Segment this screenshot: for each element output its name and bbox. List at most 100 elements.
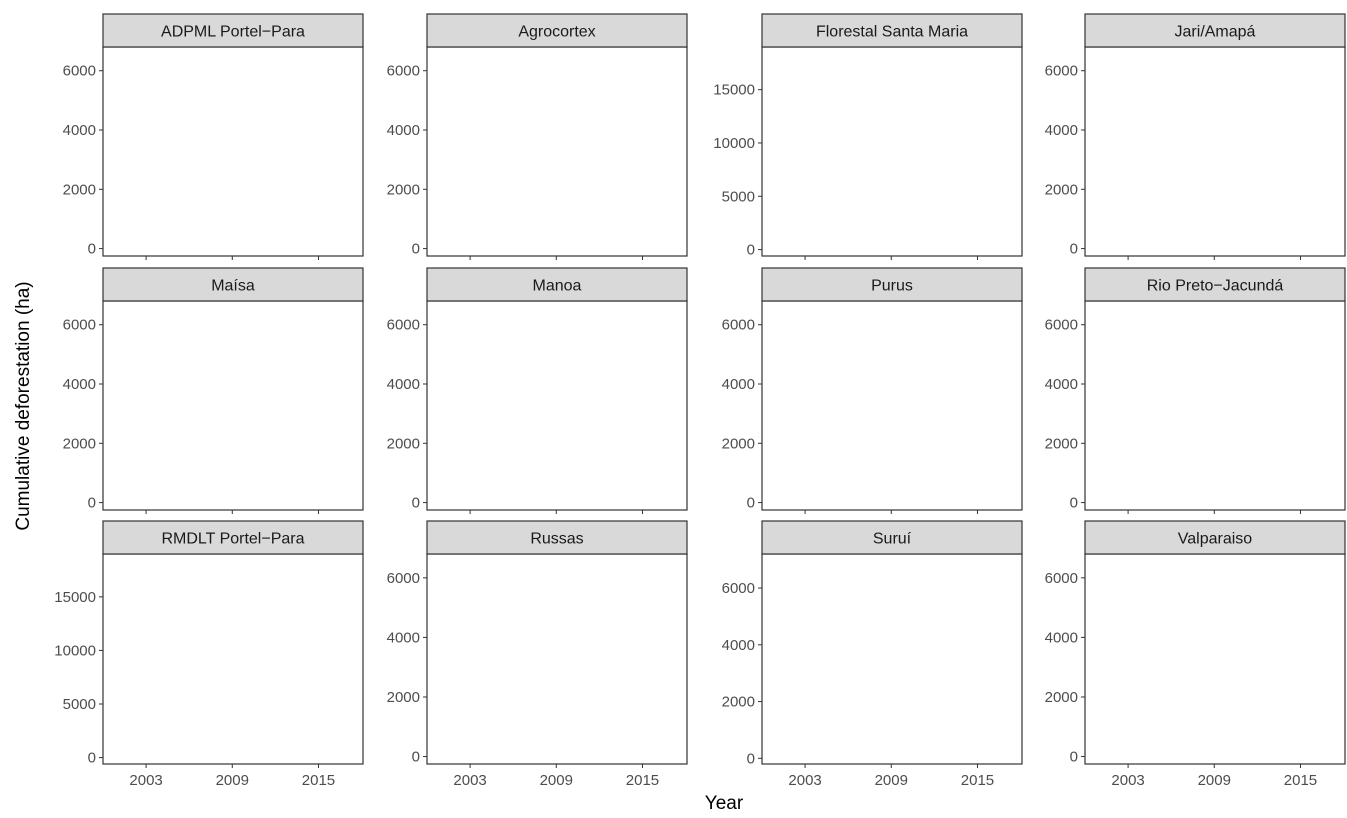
facet-panel: Rio Preto−Jacundá 0 2000 4000 6000 [1045,267,1346,514]
facet-strip [1084,267,1346,302]
facet-title: Suruí [873,531,912,548]
panel-border [102,553,364,765]
x-tick-label: 2009 [216,772,249,789]
y-tick-label: 0 [747,242,755,259]
y-tick-label: 0 [1070,749,1078,766]
y-tick-label: 2000 [63,435,96,452]
y-tick-label: 2000 [722,435,755,452]
y-tick-label: 2000 [387,435,420,452]
panel-border [426,300,688,511]
x-tick-label: 2009 [540,772,573,789]
y-tick-label: 5000 [63,696,96,713]
facet-strip [102,267,364,302]
facet-panel: RMDLT Portel−Para 0 5000 10000 15000 2003 2009… [54,520,364,789]
y-tick-label: 6000 [1045,63,1078,80]
y-tick-label: 6000 [63,63,96,80]
panel-border [761,553,1023,765]
facet-title: Valparaiso [1178,531,1253,548]
facet-strip [1084,13,1346,48]
y-tick-label: 0 [1070,241,1078,258]
facet-strip [102,13,364,48]
facet-title: RMDLT Portel−Para [161,531,304,548]
y-tick-label: 0 [412,749,420,766]
facet-panel: Suruí 0 2000 4000 6000 2003 2009 2015 [722,520,1023,789]
panel-border [426,553,688,765]
y-tick-label: 4000 [1045,629,1078,646]
y-axis-title: Cumulative deforestation (ha) [13,281,34,530]
facet-strip [426,267,688,302]
facet-strip [761,13,1023,48]
y-tick-label: 0 [412,495,420,512]
facet-title: Florestal Santa Maria [816,24,968,41]
y-tick-label: 2000 [387,689,420,706]
x-axis-title: Year [705,793,744,813]
x-tick-label: 2015 [302,772,335,789]
facet-strip [426,520,688,555]
facet-title: Maísa [211,278,255,295]
y-tick-label: 15000 [54,589,96,606]
x-tick-label: 2003 [453,772,486,789]
panel-border [102,300,364,511]
y-tick-label: 0 [88,750,96,767]
facet-strip [1084,520,1346,555]
x-tick-label: 2003 [129,772,162,789]
facet-strip [426,13,688,48]
y-tick-label: 15000 [713,82,755,99]
y-tick-label: 10000 [54,642,96,659]
facet-panel: Valparaiso 0 2000 4000 6000 2003 2009 2015 [1045,520,1346,789]
facet-title: Rio Preto−Jacundá [1147,278,1284,295]
y-tick-label: 6000 [63,317,96,334]
facet-title: Russas [530,531,583,548]
facet-title: Jari/Amapá [1175,24,1256,41]
facet-panel: Jari/Amapá 0 2000 4000 6000 [1045,13,1346,260]
y-tick-label: 6000 [387,63,420,80]
y-tick-label: 4000 [63,122,96,139]
y-tick-label: 6000 [1045,570,1078,587]
y-tick-label: 2000 [63,181,96,198]
y-tick-label: 4000 [722,376,755,393]
facet-panel: Maísa 0 2000 4000 6000 [63,267,364,514]
panel-border [1084,46,1346,257]
y-tick-label: 0 [412,241,420,258]
facet-title: Agrocortex [518,24,595,41]
panel-border [1084,553,1346,765]
panel-border [426,46,688,257]
y-tick-label: 5000 [722,188,755,205]
facet-title: Purus [871,278,913,295]
y-tick-label: 6000 [722,580,755,597]
y-tick-label: 4000 [387,122,420,139]
y-tick-label: 4000 [63,376,96,393]
y-tick-label: 10000 [713,135,755,152]
y-tick-label: 4000 [387,629,420,646]
facet-panel: Manoa 0 2000 4000 6000 [387,267,688,514]
y-tick-label: 2000 [1045,435,1078,452]
y-tick-label: 4000 [387,376,420,393]
x-tick-label: 2015 [626,772,659,789]
y-tick-label: 0 [88,241,96,258]
y-tick-label: 0 [747,750,755,767]
y-tick-label: 4000 [1045,122,1078,139]
y-tick-label: 6000 [387,317,420,334]
y-tick-label: 6000 [1045,317,1078,334]
facet-panel: Purus 0 2000 4000 6000 [722,267,1023,514]
facet-title: ADPML Portel−Para [161,24,305,41]
panel-border [761,46,1023,257]
x-tick-label: 2015 [1284,772,1317,789]
facet-strip [761,520,1023,555]
facet-strip [761,267,1023,302]
x-tick-label: 2009 [875,772,908,789]
facet-panel: Agrocortex 0 2000 4000 6000 [387,13,688,260]
y-tick-label: 2000 [387,181,420,198]
x-tick-label: 2015 [961,772,994,789]
panel-border [761,300,1023,511]
facet-title: Manoa [533,278,582,295]
facet-strip [102,520,364,555]
facet-panel: Russas 0 2000 4000 6000 2003 2009 2015 [387,520,688,789]
y-tick-label: 4000 [1045,376,1078,393]
y-tick-label: 0 [1070,495,1078,512]
y-tick-label: 6000 [722,317,755,334]
panel-border [102,46,364,257]
y-tick-label: 2000 [1045,689,1078,706]
x-tick-label: 2009 [1198,772,1231,789]
